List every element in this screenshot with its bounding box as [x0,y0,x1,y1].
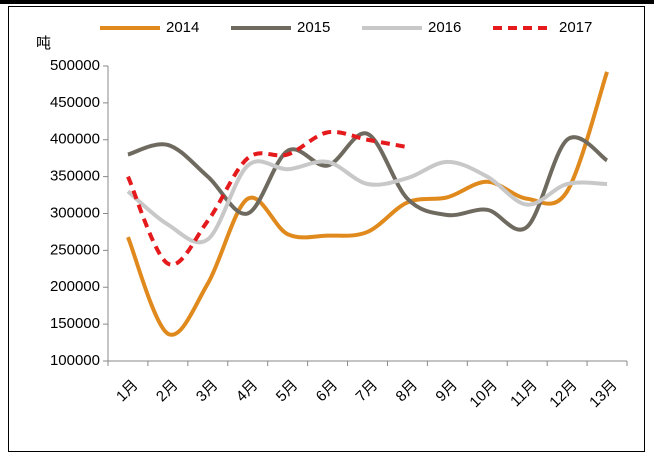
y-tick-label: 300000 [50,204,100,221]
x-tick-label: 3月 [193,377,222,406]
x-tick-label: 4月 [233,377,262,406]
x-tick-label: 2月 [153,377,182,406]
y-tick-label: 150000 [50,315,100,332]
y-tick-label: 350000 [50,168,100,185]
line-series [126,129,408,267]
legend-label: 2015 [297,19,330,36]
y-axis-label: 吨 [36,35,51,52]
x-tick-label: 6月 [313,377,342,406]
x-tick-label: 1月 [113,377,142,406]
x-tick-label: 7月 [353,377,382,406]
line-series [126,159,608,245]
y-tick-label: 450000 [50,94,100,111]
x-tick-label: 10月 [466,377,500,411]
x-tick-label: 11月 [507,377,541,411]
legend-label: 2017 [559,19,592,36]
top-bar [0,0,654,4]
y-tick-label: 250000 [50,241,100,258]
legend-label: 2014 [166,19,199,36]
y-tick-label: 400000 [50,131,100,148]
line-series [127,131,609,232]
y-tick-label: 100000 [50,352,100,369]
line-series [126,71,609,337]
legend-label: 2016 [428,19,461,36]
x-tick-label: 9月 [432,377,461,406]
x-tick-label: 13月 [586,377,620,411]
frame [8,6,645,452]
x-tick-label: 8月 [393,377,422,406]
y-tick-label: 200000 [50,278,100,295]
y-tick-label: 500000 [50,57,100,74]
x-tick-label: 12月 [546,377,580,411]
x-tick-label: 5月 [273,377,302,406]
